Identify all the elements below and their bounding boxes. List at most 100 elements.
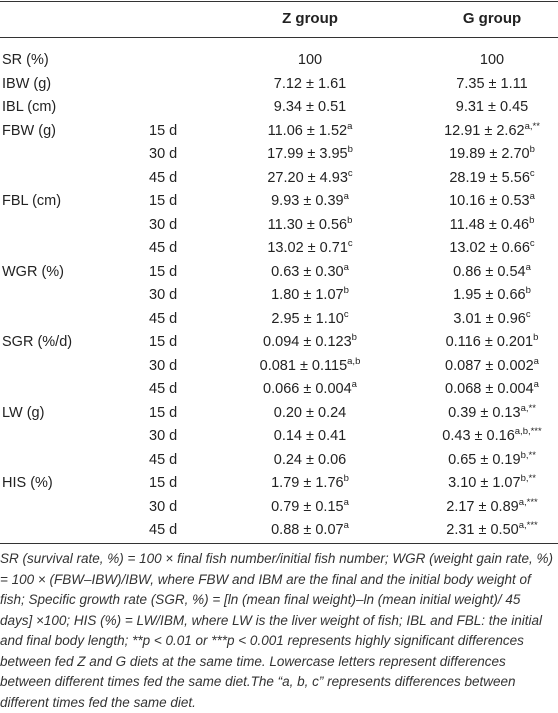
top-rule	[0, 1, 558, 2]
value-cell: 0.094 ± 0.123b	[263, 333, 357, 351]
value-cell: 0.24 ± 0.06	[274, 451, 346, 469]
column-header: G group	[462, 10, 522, 27]
value-text: 11.48 ± 0.46	[449, 216, 530, 233]
value-cell: 0.14 ± 0.41	[274, 427, 346, 445]
significance-mark: a	[533, 379, 539, 390]
time-label: 45 d	[149, 240, 178, 256]
value-cell: 0.116 ± 0.201b	[446, 333, 539, 351]
significance-mark: a	[351, 379, 357, 390]
value-cell: 0.86 ± 0.54a	[453, 261, 531, 281]
value-cell: 1.95 ± 0.66b	[453, 286, 531, 304]
significance-mark: b	[347, 214, 353, 226]
row-label: LW (g)	[2, 404, 45, 421]
value-text: 0.14 ± 0.41	[273, 428, 347, 444]
time-label: 30 d	[149, 146, 178, 162]
value-cell: 0.066 ± 0.004a	[263, 380, 357, 398]
value-text: 0.63 ± 0.30	[271, 263, 344, 280]
significance-mark: b	[525, 285, 531, 296]
value-cell: 17.99 ± 3.95b	[267, 145, 353, 163]
value-text: 0.88 ± 0.07	[271, 522, 344, 538]
value-cell: 1.80 ± 1.07b	[271, 286, 349, 304]
significance-mark: a	[347, 120, 353, 132]
significance-mark: a	[343, 261, 349, 273]
column-header: Z group	[282, 10, 338, 27]
value-text: 3.10 ± 1.07	[448, 475, 521, 491]
significance-mark: a,**	[524, 120, 540, 132]
value-cell: 7.35 ± 1.11	[456, 75, 527, 93]
significance-mark: b	[351, 332, 357, 343]
time-label: 30 d	[149, 498, 178, 515]
value-text: 0.087 ± 0.002	[445, 357, 534, 374]
value-text: 0.24 ± 0.06	[273, 451, 347, 468]
value-text: 9.34 ± 0.51	[273, 99, 347, 115]
value-text: 11.30 ± 0.56	[267, 216, 348, 233]
value-text: 9.93 ± 0.39	[271, 193, 344, 209]
value-cell: 2.31 ± 0.50a,***	[446, 521, 537, 539]
value-text: 2.31 ± 0.50	[446, 522, 519, 538]
time-label: 30 d	[149, 216, 178, 233]
time-label: 45 d	[149, 310, 178, 327]
value-cell: 27.20 ± 4.93c	[267, 167, 353, 187]
value-cell: 100	[480, 51, 504, 69]
time-label: 45 d	[149, 381, 178, 397]
value-cell: 13.02 ± 0.71c	[267, 239, 352, 257]
value-cell: 0.88 ± 0.07a	[271, 521, 349, 539]
row-label: IBW (g)	[2, 75, 52, 92]
value-cell: 100	[298, 51, 322, 69]
value-cell: 10.16 ± 0.53a	[449, 192, 535, 210]
significance-mark: b	[533, 332, 539, 343]
significance-mark: b	[343, 473, 349, 484]
value-cell: 9.93 ± 0.39a	[271, 192, 349, 210]
row-label: FBW (g)	[2, 122, 56, 139]
value-text: 0.43 ± 0.16	[442, 428, 515, 444]
significance-mark: b	[347, 144, 353, 155]
significance-mark: a,b,***	[514, 426, 542, 437]
value-text: 0.094 ± 0.123	[263, 334, 352, 350]
value-cell: 0.79 ± 0.15a	[271, 497, 349, 516]
value-text: 0.066 ± 0.004	[263, 381, 352, 397]
value-cell: 1.79 ± 1.76b	[271, 474, 349, 492]
value-text: 9.31 ± 0.45	[455, 99, 529, 115]
value-text: 0.79 ± 0.15	[271, 498, 344, 515]
value-cell: 3.10 ± 1.07b,**	[448, 474, 536, 492]
value-cell: 11.06 ± 1.52a	[267, 120, 353, 140]
significance-mark: a	[343, 520, 349, 531]
value-text: 7.12 ± 1.61	[273, 75, 347, 92]
value-cell: 11.30 ± 0.56b	[267, 214, 353, 234]
value-cell: 28.19 ± 5.56c	[449, 167, 535, 187]
value-cell: 9.34 ± 0.51	[274, 98, 346, 116]
time-label: 45 d	[149, 169, 178, 186]
time-label: 15 d	[149, 475, 178, 491]
row-label: HIS (%)	[2, 475, 53, 491]
value-text: 13.02 ± 0.66	[449, 240, 530, 256]
significance-mark: c	[529, 167, 535, 179]
value-text: 0.116 ± 0.201	[445, 334, 534, 350]
value-text: 17.99 ± 3.95	[267, 146, 348, 162]
value-text: 0.65 ± 0.19	[448, 451, 521, 468]
value-text: 19.89 ± 2.70	[449, 146, 530, 162]
value-cell: 9.31 ± 0.45	[456, 98, 528, 116]
value-text: 0.20 ± 0.24	[273, 404, 347, 421]
significance-mark: c	[529, 238, 535, 249]
significance-mark: c	[347, 238, 353, 249]
time-label: 45 d	[149, 522, 178, 538]
value-text: 13.02 ± 0.71	[267, 240, 348, 256]
value-cell: 2.95 ± 1.10c	[271, 309, 348, 328]
value-text: 10.16 ± 0.53	[449, 193, 530, 209]
row-label: IBL (cm)	[2, 99, 57, 115]
significance-mark: b,**	[520, 449, 536, 461]
significance-mark: a	[525, 261, 531, 273]
significance-mark: c	[347, 167, 353, 179]
value-cell: 0.39 ± 0.13a,**	[448, 403, 536, 422]
time-label: 30 d	[149, 428, 178, 444]
value-text: 11.06 ± 1.52	[267, 122, 348, 139]
value-cell: 12.91 ± 2.62a,**	[444, 120, 540, 140]
header-rule	[0, 37, 558, 38]
value-text: 0.86 ± 0.54	[453, 263, 526, 280]
significance-mark: b	[343, 285, 349, 296]
value-cell: 11.48 ± 0.46b	[449, 215, 535, 234]
value-text: 28.19 ± 5.56	[449, 169, 530, 186]
value-text: 2.95 ± 1.10	[271, 310, 344, 327]
value-cell: 0.20 ± 0.24	[274, 404, 346, 422]
